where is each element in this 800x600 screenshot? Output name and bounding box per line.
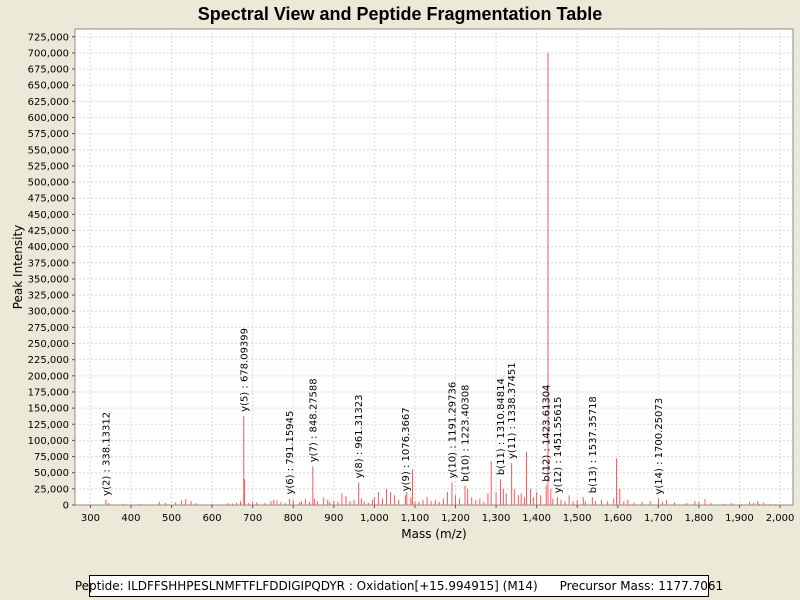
fragment-label: y(2) : 338.13312 xyxy=(101,412,112,496)
x-tick-label: 300 xyxy=(81,513,100,524)
x-tick-label: 1,000 xyxy=(360,513,389,524)
fragment-annotations: y(2) : 338.13312 y(5) : 678.09399 y(6) : 7… xyxy=(101,328,665,496)
y-tick-label: 275,000 xyxy=(28,323,69,334)
y-tick-label: 700,000 xyxy=(28,48,69,59)
fragment-label: y(11) : 1338.37451 xyxy=(507,362,518,459)
x-tick-label: 700 xyxy=(243,513,262,524)
x-tick-label: 1,300 xyxy=(482,513,511,524)
y-tick-label: 75,000 xyxy=(34,452,69,463)
y-tick-label: 350,000 xyxy=(28,274,69,285)
fragment-label: b(12) : 1423.61304 xyxy=(542,385,553,482)
fragment-label: b(11) : 1310.84814 xyxy=(496,378,507,475)
fragment-label: b(10) : 1223.40308 xyxy=(460,385,471,482)
y-tick-label: 225,000 xyxy=(28,355,69,366)
x-tick-label: 1,600 xyxy=(603,513,632,524)
x-axis-title: Mass (m/z) xyxy=(401,527,466,541)
x-tick-label: 1,900 xyxy=(725,513,754,524)
y-tick-label: 675,000 xyxy=(28,65,69,76)
y-tick-label: 600,000 xyxy=(28,113,69,124)
fragment-label: y(9) : 1076.3667 xyxy=(401,407,412,491)
fragment-label: y(12) : 1451.55615 xyxy=(553,397,564,494)
y-tick-label: 250,000 xyxy=(28,339,69,350)
x-tick-label: 1,100 xyxy=(401,513,430,524)
y-tick-label: 200,000 xyxy=(28,371,69,382)
y-tick-label: 500,000 xyxy=(28,178,69,189)
y-tick-label: 425,000 xyxy=(28,226,69,237)
x-tick-label: 400 xyxy=(121,513,140,524)
x-tick-label: 1,700 xyxy=(644,513,673,524)
x-tick-label: 1,200 xyxy=(441,513,470,524)
fragment-label: y(7) : 848.27588 xyxy=(308,378,319,462)
y-tick-label: 450,000 xyxy=(28,210,69,221)
y-tick-label: 550,000 xyxy=(28,145,69,156)
x-tick-label: 900 xyxy=(324,513,343,524)
y-tick-label: 0 xyxy=(63,501,69,512)
y-tick-label: 100,000 xyxy=(28,436,69,447)
fragment-label: y(5) : 678.09399 xyxy=(239,328,250,412)
y-tick-label: 25,000 xyxy=(34,484,69,495)
peptide-info-box: Peptide: ILDFFSHHPESLNMFTFLFDDIGIPQDYR :… xyxy=(75,575,723,597)
y-tick-label: 175,000 xyxy=(28,387,69,398)
fragment-label: y(8) : 961.31323 xyxy=(354,395,365,479)
y-tick-label: 375,000 xyxy=(28,258,69,269)
x-tick-label: 800 xyxy=(284,513,303,524)
fragment-label: y(6) : 791.15945 xyxy=(285,411,296,495)
grid xyxy=(75,29,793,505)
fragment-label: y(10) : 1191.29736 xyxy=(447,382,458,479)
y-tick-label: 575,000 xyxy=(28,129,69,140)
y-tick-label: 125,000 xyxy=(28,420,69,431)
y-tick-label: 625,000 xyxy=(28,97,69,108)
chart-title: Spectral View and Peptide Fragmentation … xyxy=(198,4,602,24)
y-axis-ticks: 0 25,000 50,000 75,000 100,000 125,000 150,000… xyxy=(28,32,75,512)
y-tick-label: 650,000 xyxy=(28,81,69,92)
y-axis-title: Peak Intensity xyxy=(11,225,25,310)
x-tick-label: 500 xyxy=(162,513,181,524)
y-tick-label: 525,000 xyxy=(28,161,69,172)
y-tick-label: 325,000 xyxy=(28,291,69,302)
fragment-label: y(14) : 1700.25073 xyxy=(654,398,665,495)
precursor-mass: Precursor Mass: 1177.7061 xyxy=(559,579,724,593)
x-tick-label: 1,400 xyxy=(522,513,551,524)
x-tick-label: 1,800 xyxy=(685,513,714,524)
y-tick-label: 300,000 xyxy=(28,307,69,318)
x-tick-label: 2,000 xyxy=(766,513,795,524)
peak-series xyxy=(105,52,777,505)
y-tick-label: 475,000 xyxy=(28,194,69,205)
x-tick-label: 1,500 xyxy=(563,513,592,524)
fragment-label: b(13) : 1537.35718 xyxy=(588,396,599,493)
y-tick-label: 400,000 xyxy=(28,242,69,253)
plot-area xyxy=(74,28,794,506)
peptide-sequence: Peptide: ILDFFSHHPESLNMFTFLFDDIGIPQDYR :… xyxy=(74,579,538,593)
x-tick-label: 600 xyxy=(203,513,222,524)
x-axis-ticks: 300 400 500 600 700 800 900 1,000 1,100 1,200 1,30… xyxy=(81,505,794,524)
y-tick-label: 150,000 xyxy=(28,404,69,415)
y-tick-label: 50,000 xyxy=(34,468,69,479)
y-tick-label: 725,000 xyxy=(28,32,69,43)
